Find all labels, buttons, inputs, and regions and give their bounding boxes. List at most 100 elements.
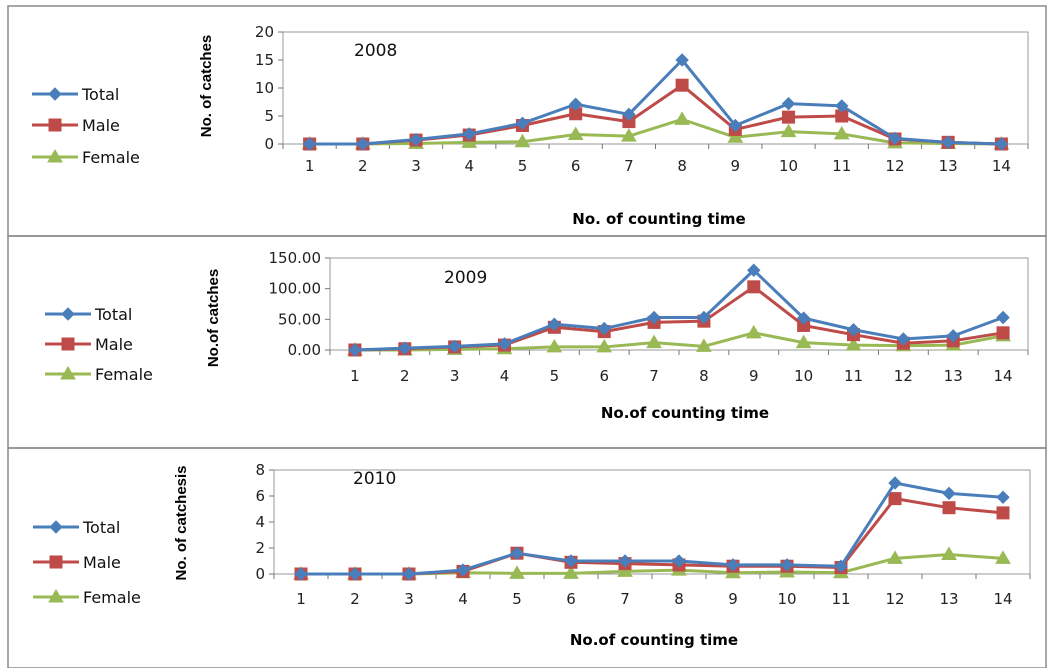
- point-female: [995, 550, 1011, 564]
- point-total: [835, 99, 849, 113]
- legend-marker: [48, 589, 64, 603]
- x-tick-label: 4: [458, 590, 468, 608]
- point-total: [564, 554, 578, 568]
- x-tick-label: 14: [993, 590, 1012, 608]
- point-total: [356, 137, 370, 151]
- point-total: [728, 118, 743, 133]
- legend-entry-total: Total: [33, 518, 120, 537]
- x-tick-label: 12: [894, 367, 913, 385]
- x-tick-label: 8: [674, 590, 684, 608]
- y-tick-label: 6: [255, 487, 265, 505]
- legend-marker: [61, 337, 75, 351]
- point-total: [302, 137, 317, 151]
- y-tick-label: 50.00: [278, 310, 321, 328]
- point-total: [568, 97, 583, 111]
- point-total: [618, 554, 632, 568]
- point-total: [647, 310, 661, 325]
- point-total: [994, 137, 1009, 151]
- series-line-female: [354, 331, 1004, 352]
- legend-label: Female: [83, 588, 141, 607]
- y-axis-label: No. of catches: [198, 35, 215, 138]
- point-male: [675, 78, 689, 92]
- point-female: [845, 337, 862, 351]
- point-female: [509, 565, 525, 579]
- point-total: [941, 135, 955, 150]
- y-tick-label: 100.00: [269, 280, 322, 298]
- chart-title: 2009: [444, 268, 487, 288]
- y-tick-label: 0.00: [288, 341, 321, 359]
- point-female: [621, 128, 637, 142]
- legend-label: Female: [95, 365, 153, 384]
- x-tick-label: 13: [939, 157, 958, 175]
- point-total: [409, 132, 423, 147]
- point-male: [942, 501, 956, 515]
- y-tick-label: 0: [255, 565, 265, 583]
- point-total: [348, 567, 362, 581]
- point-female: [795, 334, 812, 349]
- plot-area: [329, 257, 1029, 351]
- x-tick-label: 5: [518, 157, 528, 175]
- x-tick-label: 7: [620, 590, 630, 608]
- legend-entry-male: Male: [45, 335, 133, 354]
- chart-title: 2010: [353, 469, 396, 489]
- legend-label: Male: [95, 335, 133, 354]
- legend-label: Total: [81, 85, 119, 104]
- point-female: [745, 324, 762, 339]
- chart-title: 2008: [354, 41, 397, 61]
- point-female: [696, 338, 712, 352]
- legend-marker: [49, 555, 63, 569]
- point-total: [402, 567, 416, 581]
- point-total: [515, 116, 530, 130]
- legend-marker: [61, 307, 75, 321]
- x-tick-label: 1: [305, 157, 315, 175]
- x-tick-label: 6: [571, 157, 581, 175]
- x-tick-label: 13: [944, 367, 963, 385]
- point-total: [726, 558, 740, 572]
- point-total: [697, 310, 711, 325]
- x-tick-label: 3: [450, 367, 460, 385]
- y-tick-label: 2: [255, 539, 265, 557]
- point-total: [597, 321, 611, 336]
- x-tick-label: 4: [500, 367, 510, 385]
- x-tick-label: 13: [939, 590, 958, 608]
- point-total: [622, 107, 636, 122]
- series-line-total: [309, 58, 1002, 146]
- y-tick-label: 5: [264, 107, 274, 125]
- x-axis-label: No.of counting time: [601, 404, 769, 422]
- x-tick-label: 5: [512, 590, 522, 608]
- series-line-total: [354, 268, 1004, 352]
- x-tick-label: 8: [677, 157, 687, 175]
- y-tick-label: 8: [255, 461, 265, 479]
- y-tick-label: 0: [264, 135, 274, 153]
- series-line-total: [301, 481, 1004, 576]
- x-tick-label: 10: [777, 590, 796, 608]
- point-total: [896, 332, 911, 346]
- x-tick-label: 6: [566, 590, 576, 608]
- point-total: [462, 127, 476, 141]
- x-tick-label: 1: [296, 590, 306, 608]
- legend-marker: [60, 366, 76, 380]
- point-total: [946, 329, 960, 343]
- point-female: [567, 126, 584, 140]
- x-tick-label: 7: [624, 157, 634, 175]
- point-total: [888, 476, 902, 490]
- legend-entry-total: Total: [32, 85, 119, 104]
- point-total: [456, 563, 470, 577]
- legend-marker: [49, 520, 63, 534]
- legend-entry-male: Male: [32, 116, 120, 135]
- x-tick-label: 11: [844, 367, 863, 385]
- y-tick-label: 20: [255, 23, 274, 41]
- x-tick-label: 10: [794, 367, 813, 385]
- point-female: [727, 129, 744, 143]
- x-tick-label: 12: [885, 157, 904, 175]
- legend-entry-female: Female: [45, 365, 153, 384]
- point-male: [888, 492, 902, 506]
- point-total: [547, 317, 562, 331]
- legend-marker: [48, 87, 62, 101]
- point-female: [646, 334, 662, 349]
- y-tick-label: 150.00: [269, 249, 322, 267]
- point-female: [674, 111, 690, 125]
- x-tick-label: 12: [885, 590, 904, 608]
